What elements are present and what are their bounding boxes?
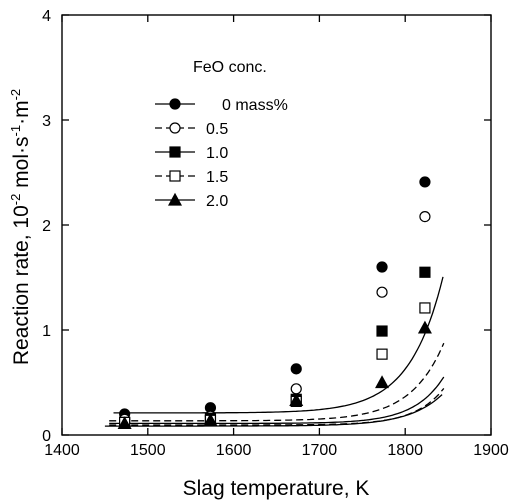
data-point-series-4 bbox=[375, 375, 390, 389]
plot-border bbox=[61, 14, 492, 436]
fit-curves bbox=[104, 276, 445, 427]
data-point-series-2 bbox=[419, 266, 431, 278]
y-tick-label: 1 bbox=[42, 323, 51, 340]
data-point-series-0 bbox=[290, 363, 302, 375]
data-point-series-4 bbox=[117, 416, 132, 430]
x-tick-label: 1500 bbox=[130, 442, 166, 459]
data-point-series-1 bbox=[376, 286, 388, 298]
x-tick-label: 1800 bbox=[387, 442, 423, 459]
y-tick-label: 3 bbox=[42, 113, 51, 130]
data-point-series-4 bbox=[203, 413, 218, 426]
fit-curve-series-1 bbox=[109, 342, 445, 422]
x-tick-label: 1900 bbox=[473, 442, 509, 459]
x-axis-title: Slag temperature, K bbox=[183, 477, 370, 500]
data-point-series-3 bbox=[419, 302, 431, 314]
legend-label: 1.5 bbox=[206, 169, 228, 186]
data-point-series-4 bbox=[289, 393, 304, 406]
data-point-series-3 bbox=[376, 348, 388, 360]
data-points bbox=[117, 176, 432, 430]
x-tick-label: 1600 bbox=[216, 442, 252, 459]
fit-curve-series-4 bbox=[104, 394, 443, 427]
legend-marker bbox=[169, 122, 181, 134]
legend-marker bbox=[169, 170, 181, 182]
data-point-series-0 bbox=[419, 176, 431, 188]
fit-curve-series-2 bbox=[109, 376, 445, 425]
legend-label: 1.0 bbox=[206, 145, 228, 162]
axis-ticks: 1400 1500 1600 1700 1800 1900 0 1 2 3 4 bbox=[42, 8, 509, 459]
legend-marker bbox=[169, 146, 181, 158]
legend: FeO conc. 0 mass% 0.5 1.0 1.5 2.0 bbox=[155, 59, 288, 210]
legend-label: 0 mass% bbox=[222, 97, 288, 114]
fit-curve-series-0 bbox=[113, 276, 444, 414]
plot-area bbox=[61, 14, 492, 436]
legend-marker bbox=[167, 192, 183, 206]
data-point-series-0 bbox=[376, 261, 388, 273]
x-tick-label: 1400 bbox=[44, 442, 80, 459]
y-tick-label: 2 bbox=[42, 218, 51, 235]
legend-marker bbox=[169, 98, 181, 110]
fit-curve-series-3 bbox=[109, 387, 445, 426]
legend-label: 2.0 bbox=[206, 193, 228, 210]
data-point-series-1 bbox=[290, 383, 302, 395]
data-point-series-1 bbox=[419, 211, 431, 223]
data-point-series-4 bbox=[417, 320, 432, 334]
data-point-series-2 bbox=[376, 325, 388, 337]
legend-title: FeO conc. bbox=[193, 59, 267, 76]
y-tick-label: 0 bbox=[42, 428, 51, 445]
legend-label: 0.5 bbox=[206, 121, 228, 138]
y-axis-title: Reaction rate, 10-2 mol·s-1·m-2 bbox=[8, 89, 33, 365]
x-tick-label: 1700 bbox=[302, 442, 338, 459]
y-tick-label: 4 bbox=[42, 8, 51, 25]
